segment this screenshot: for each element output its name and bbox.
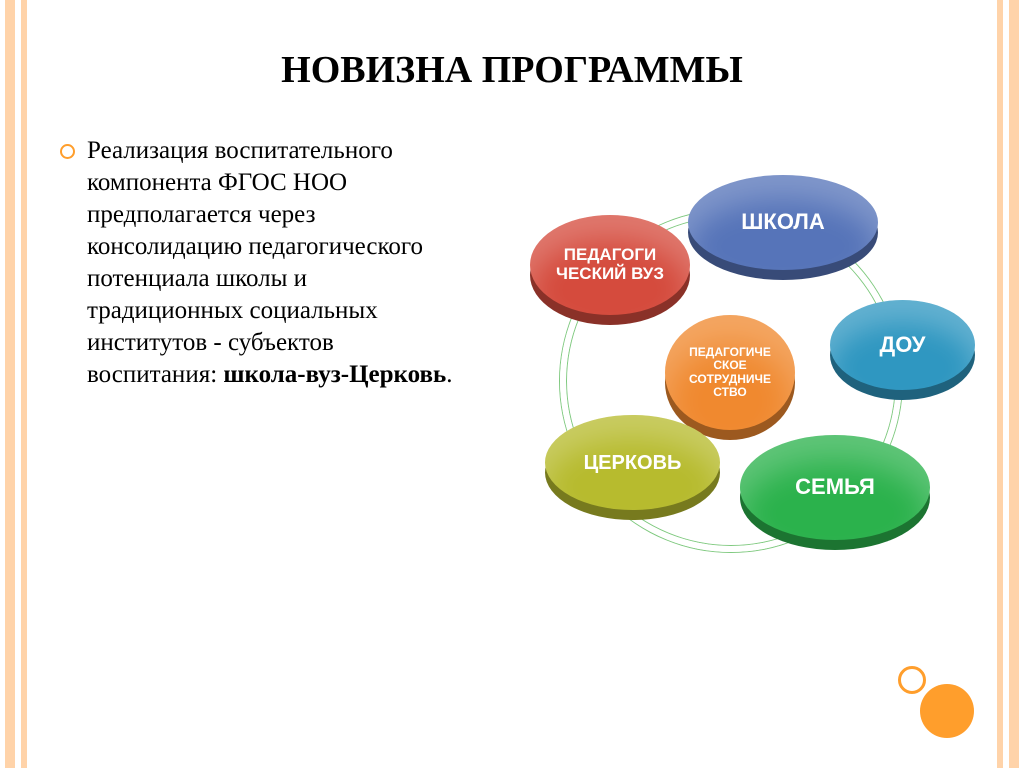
- center-node: ПЕДАГОГИЧЕСКОЕ СОТРУДНИЧЕСТВО: [665, 315, 795, 430]
- bullet-item: Реализация воспитательного компонента ФГ…: [60, 135, 460, 391]
- deco-circle-small: [898, 666, 926, 694]
- bullet-text-emph: школа-вуз-Церковь: [223, 361, 446, 388]
- node-label: ПЕДАГОГИЧЕСКИЙ ВУЗ: [548, 242, 672, 287]
- node-label: СЕМЬЯ: [787, 471, 883, 503]
- node-label: ПЕДАГОГИЧЕСКОЕ СОТРУДНИЧЕСТВО: [665, 342, 795, 403]
- outer-node: СЕМЬЯ: [740, 435, 930, 540]
- outer-node: ДОУ: [830, 300, 975, 390]
- bullet-icon: [60, 144, 75, 159]
- node-label: ЦЕРКОВЬ: [576, 448, 690, 478]
- frame-left-gap: [15, 0, 21, 768]
- node-label: ШКОЛА: [733, 206, 832, 238]
- frame-right-gap: [1003, 0, 1009, 768]
- outer-node: ПЕДАГОГИЧЕСКИЙ ВУЗ: [530, 215, 690, 315]
- outer-node: ЦЕРКОВЬ: [545, 415, 720, 510]
- bullet-content: Реализация воспитательного компонента ФГ…: [87, 135, 460, 391]
- outer-node: ШКОЛА: [688, 175, 878, 270]
- radial-diagram: ПЕДАГОГИЧЕСКОЕ СОТРУДНИЧЕСТВО ПЕДАГОГИЧЕС…: [470, 150, 990, 590]
- deco-circle-big: [920, 684, 974, 738]
- slide-body: Реализация воспитательного компонента ФГ…: [60, 135, 460, 391]
- slide-title: НОВИЗНА ПРОГРАММЫ: [0, 48, 1024, 92]
- bullet-text-period: .: [446, 361, 452, 388]
- node-label: ДОУ: [872, 329, 934, 361]
- bullet-text-main: Реализация воспитательного компонента ФГ…: [87, 137, 423, 388]
